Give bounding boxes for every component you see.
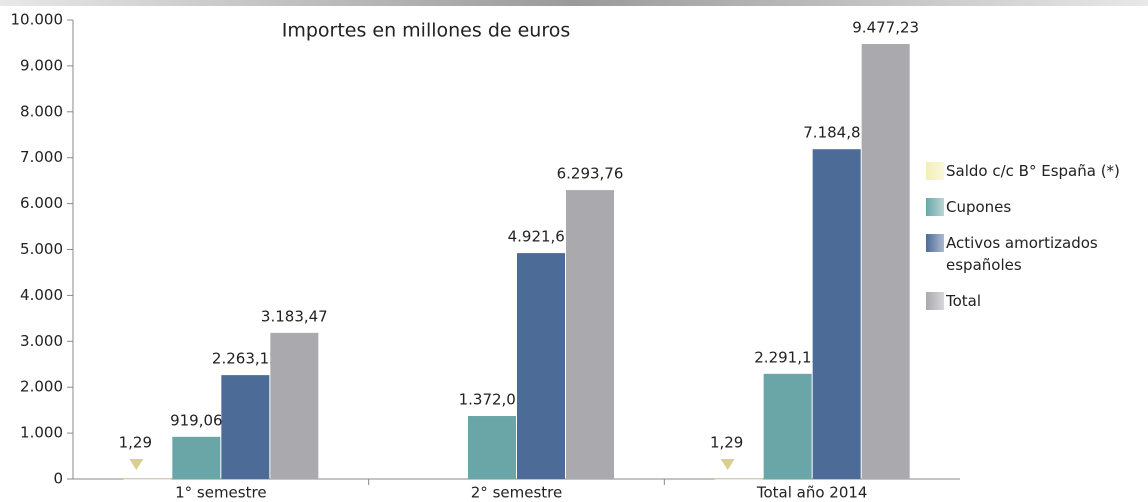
bar — [812, 149, 861, 479]
legend-label: Activos amortizados españoles — [946, 234, 1098, 274]
legend-swatch — [926, 198, 944, 216]
bar-marker — [720, 459, 735, 470]
bar — [861, 43, 910, 479]
value-label: 9.477,23 — [852, 18, 919, 36]
y-tick-label: 0 — [53, 470, 63, 488]
x-tick-label: Total año 2014 — [756, 484, 868, 502]
y-tick-label: 8.000 — [20, 102, 63, 120]
legend-item: Activos amortizados españoles — [926, 232, 1146, 276]
legend-item: Saldo c/c B° España (*) — [926, 160, 1146, 182]
y-tick-label: 5.000 — [20, 240, 63, 258]
x-tick-label: 2° semestre — [471, 484, 562, 502]
legend-label: Total — [946, 292, 982, 310]
legend-label: Cupones — [946, 198, 1012, 216]
y-tick-label: 7.000 — [20, 148, 63, 166]
value-label: 1.372,07 — [459, 391, 526, 409]
bar — [763, 373, 812, 479]
bar — [517, 253, 565, 479]
bar — [714, 478, 763, 480]
value-label: 6.293,76 — [557, 165, 624, 183]
value-label: 2.291,13 — [754, 348, 821, 366]
legend-swatch — [926, 234, 944, 252]
x-tick-label: 1° semestre — [175, 484, 266, 502]
y-tick-label: 2.000 — [20, 378, 63, 396]
legend-item: Total — [926, 290, 1146, 312]
legend-swatch — [926, 162, 944, 180]
top-strip — [0, 0, 1148, 6]
y-tick-label: 6.000 — [20, 194, 63, 212]
bar — [566, 190, 614, 480]
value-label: 1,29 — [710, 434, 743, 452]
legend-swatch — [926, 292, 944, 310]
value-label: 7.184,81 — [803, 124, 870, 142]
bar — [123, 478, 172, 480]
value-label: 1,29 — [119, 434, 152, 452]
bar — [270, 332, 319, 479]
y-tick-label: 9.000 — [20, 56, 63, 74]
legend-item: Cupones — [926, 196, 1146, 218]
chart-title: Importes en millones de euros — [282, 20, 571, 42]
value-label: 2.263,12 — [212, 350, 279, 368]
value-label: 919,06 — [170, 411, 223, 429]
y-tick-label: 10.000 — [11, 11, 64, 29]
y-tick-label: 4.000 — [20, 286, 63, 304]
bar — [221, 375, 270, 479]
bar-marker — [129, 459, 144, 470]
legend: Saldo c/c B° España (*) Cupones Activos am… — [926, 160, 1146, 326]
value-label: 4.921,69 — [508, 228, 575, 246]
legend-label: Saldo c/c B° España (*) — [946, 162, 1120, 180]
y-tick-label: 1.000 — [20, 424, 63, 442]
y-tick-label: 3.000 — [20, 332, 63, 350]
bar — [172, 436, 221, 479]
bar — [468, 416, 516, 479]
value-label: 3.183,47 — [261, 307, 328, 325]
